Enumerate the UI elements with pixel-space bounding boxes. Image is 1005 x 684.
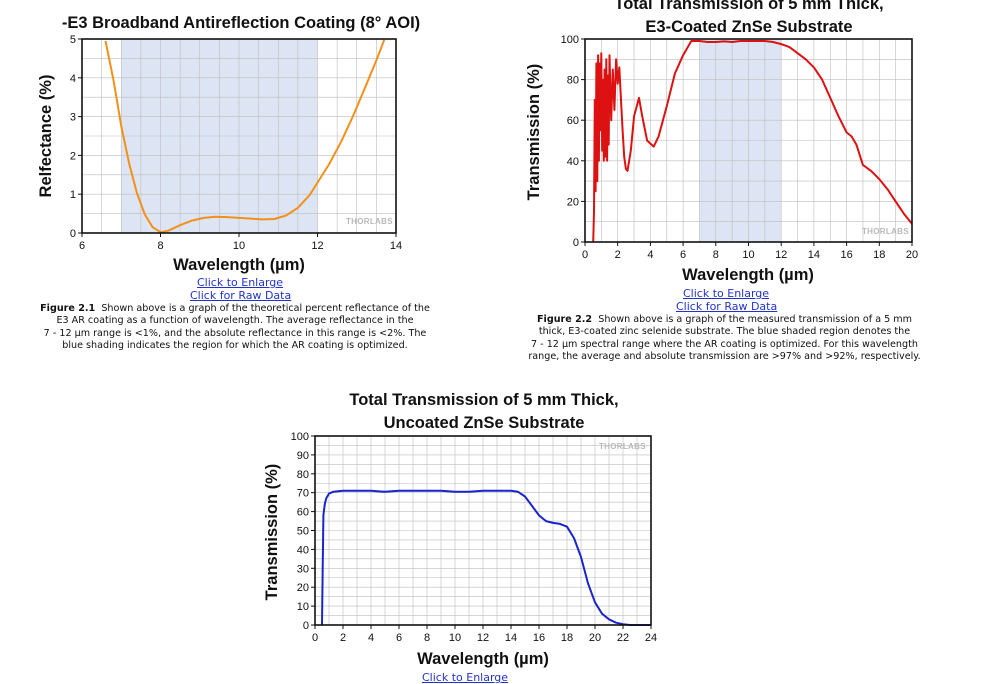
x-tick-label: 14 xyxy=(808,249,820,261)
x-tick-label: 16 xyxy=(533,632,545,644)
y-axis-title: Relfectance (%) xyxy=(37,75,55,198)
chart-uncoated-transmission: Total Transmission of 5 mm Thick, Uncoat… xyxy=(263,391,657,668)
caption-line: Shown above is a graph of the measured t… xyxy=(598,314,912,325)
figure-caption-1: Figure 2.1 Shown above is a graph of the… xyxy=(25,303,445,352)
x-tick-label: 0 xyxy=(582,249,588,261)
x-tick-label: 18 xyxy=(561,632,573,644)
x-tick-label: 10 xyxy=(742,249,754,261)
caption-line: blue shading indicates the region for wh… xyxy=(62,339,408,351)
y-tick-label: 60 xyxy=(297,507,309,519)
y-tick-label: 0 xyxy=(70,228,76,240)
y-tick-label: 90 xyxy=(297,450,309,462)
x-tick-label: 12 xyxy=(775,249,787,261)
x-tick-label: 6 xyxy=(396,632,402,644)
caption-label: Figure 2.1 xyxy=(40,303,96,314)
y-tick-label: 4 xyxy=(70,73,76,85)
x-tick-label: 6 xyxy=(79,240,85,252)
caption-line: 7 - 12 µm spectral range where the AR co… xyxy=(531,338,918,350)
y-tick-label: 100 xyxy=(561,34,579,46)
x-tick-label: 16 xyxy=(840,249,852,261)
x-tick-label: 22 xyxy=(617,632,629,644)
raw-data-link-fig2[interactable]: Click for Raw Data xyxy=(676,300,778,313)
x-tick-label: 2 xyxy=(340,632,346,644)
y-tick-label: 100 xyxy=(291,431,309,443)
y-tick-label: 5 xyxy=(70,34,76,46)
y-tick-label: 60 xyxy=(567,115,579,127)
x-tick-label: 20 xyxy=(589,632,601,644)
caption-line: Shown above is a graph of the theoretica… xyxy=(101,303,430,314)
x-tick-label: 12 xyxy=(477,632,489,644)
y-tick-label: 20 xyxy=(297,582,309,594)
chart-reflectance: -E3 Broadband Antireflection Coating (8°… xyxy=(37,14,420,274)
y-tick-label: 40 xyxy=(567,156,579,168)
chart-title: -E3 Broadband Antireflection Coating (8°… xyxy=(62,14,420,32)
y-tick-label: 10 xyxy=(297,601,309,613)
x-tick-label: 20 xyxy=(906,249,918,261)
x-tick-label: 12 xyxy=(311,240,323,252)
x-tick-label: 2 xyxy=(615,249,621,261)
x-tick-label: 8 xyxy=(713,249,719,261)
watermark-logo: THORLABS xyxy=(599,442,646,451)
raw-data-link-fig1[interactable]: Click for Raw Data xyxy=(190,289,292,302)
click-to-enlarge-link-fig3[interactable]: Click to Enlarge xyxy=(422,671,509,684)
data-series-line xyxy=(592,40,913,243)
x-tick-label: 14 xyxy=(390,240,402,252)
x-tick-label: 8 xyxy=(157,240,163,252)
data-series-line xyxy=(104,39,386,234)
caption-line: 7 - 12 µm range is <1%, and the absolute… xyxy=(43,327,427,339)
y-tick-label: 40 xyxy=(297,544,309,556)
x-tick-label: 10 xyxy=(233,240,245,252)
figure-caption-2: Figure 2.2 Shown above is a graph of the… xyxy=(512,314,937,363)
caption-line: thick, E3-coated zinc selenide substrate… xyxy=(538,326,911,338)
click-to-enlarge-link-fig1[interactable]: Click to Enlarge xyxy=(197,276,284,289)
x-tick-label: 14 xyxy=(505,632,517,644)
y-tick-label: 50 xyxy=(297,526,309,538)
y-axis-title-rotated: Transmission (%) xyxy=(525,64,543,201)
x-axis-title: Wavelength (µm) xyxy=(417,650,549,668)
chart-title-line-2: Uncoated ZnSe Substrate xyxy=(384,414,585,432)
y-tick-label: 30 xyxy=(297,563,309,575)
chart-title-line-2: E3-Coated ZnSe Substrate xyxy=(645,18,852,36)
x-tick-label: 8 xyxy=(424,632,430,644)
x-tick-label: 4 xyxy=(647,249,653,261)
y-axis-title: Transmission (%) xyxy=(263,464,281,601)
y-tick-label: 0 xyxy=(303,620,309,632)
caption-line: range, the average and absolute transmis… xyxy=(528,350,921,362)
y-tick-label: 80 xyxy=(567,75,579,87)
y-tick-label: 0 xyxy=(573,237,579,249)
watermark-logo: THORLABS xyxy=(346,217,393,226)
chart-title-line-1: Total Transmission of 5 mm Thick, xyxy=(349,391,618,409)
click-to-enlarge-link-fig2[interactable]: Click to Enlarge xyxy=(683,287,770,300)
caption-line: E3 AR coating as a function of wavelengt… xyxy=(56,315,414,327)
watermark-logo: THORLABS xyxy=(862,227,909,236)
y-tick-label: 70 xyxy=(297,488,309,500)
y-tick-label: 20 xyxy=(567,196,579,208)
x-axis-title: Wavelength (µm) xyxy=(173,256,305,274)
caption-label: Figure 2.2 xyxy=(537,314,593,325)
x-tick-label: 18 xyxy=(873,249,885,261)
chart-coated-transmission: Total Transmission of 5 mm Thick, E3-Coa… xyxy=(525,0,918,284)
data-series-line xyxy=(321,489,651,626)
x-tick-label: 0 xyxy=(312,632,318,644)
y-tick-label: 3 xyxy=(70,112,76,124)
chart-title-line-1: Total Transmission of 5 mm Thick, xyxy=(614,0,883,13)
y-tick-label: 1 xyxy=(70,189,76,201)
x-axis-title: Wavelength (µm) xyxy=(682,266,814,284)
x-tick-label: 24 xyxy=(645,632,657,644)
x-tick-label: 10 xyxy=(449,632,461,644)
y-tick-label: 80 xyxy=(297,469,309,481)
y-tick-label: 2 xyxy=(70,150,76,162)
x-tick-label: 4 xyxy=(368,632,374,644)
x-tick-label: 6 xyxy=(680,249,686,261)
